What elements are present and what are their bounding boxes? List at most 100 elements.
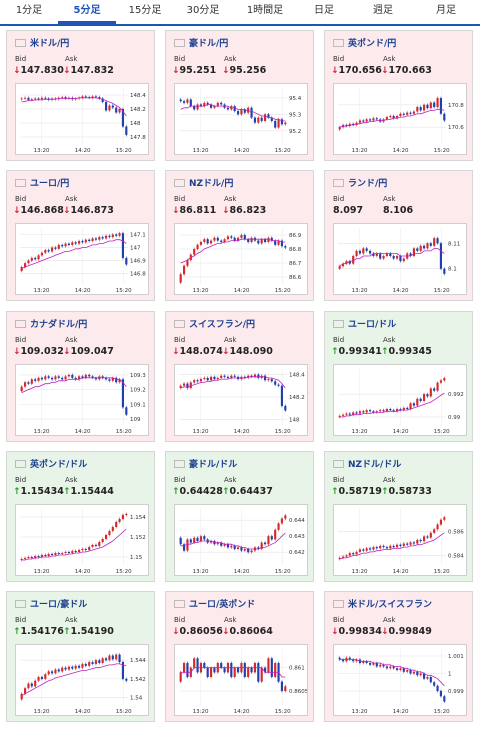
rate-card[interactable]: ランド/円 Bid Ask 8.097 8.106 8.11 8.1 13:20 14:20 15… <box>324 170 473 301</box>
moving-average-line <box>339 532 445 560</box>
rate-card[interactable]: ユーロ/円 Bid Ask ↓146.868 ↓146.873 147.1 147 146.9… <box>6 170 155 301</box>
candle-body <box>368 119 372 121</box>
candle-body <box>270 237 273 241</box>
y-tick-label: 1 <box>448 672 452 678</box>
rate-card[interactable]: NZドル/ドル Bid Ask ↑0.58719 ↑0.58733 0.586 0.584 1… <box>324 451 473 582</box>
currency-pair-name[interactable]: カナダドル/円 <box>30 320 88 330</box>
tab-1hour[interactable]: 1時間足 <box>246 5 284 16</box>
chart-canvas: 1.544 1.542 1.54 13:20 14:20 15:20 <box>20 649 146 715</box>
tab-1min[interactable]: 1分足 <box>15 5 43 16</box>
y-tick-label: 148.2 <box>289 395 305 401</box>
bid-label: Bid <box>333 336 345 344</box>
currency-pair-name[interactable]: ランド/円 <box>348 179 388 189</box>
candle-body <box>196 537 199 541</box>
rate-card[interactable]: スイスフラン/円 Bid Ask ↓148.074 ↓148.090 148.4 148.2… <box>165 311 314 442</box>
currency-pair-name[interactable]: NZドル/ドル <box>348 460 402 470</box>
currency-pair-name[interactable]: ユーロ/円 <box>30 179 70 189</box>
bid-label: Bid <box>174 616 186 624</box>
ask-price: 0.58733 <box>388 486 432 497</box>
candle-body <box>375 411 378 413</box>
rate-card[interactable]: NZドル/円 Bid Ask ↓86.811 ↓86.823 86.9 86.8 86.7 86… <box>165 170 314 301</box>
rate-card[interactable]: カナダドル/円 Bid Ask ↓109.032 ↓109.047 109.3 109.2 1… <box>6 311 155 442</box>
candle-body <box>104 377 108 380</box>
x-tick-label: 13:20 <box>34 288 50 294</box>
y-tick-label: 1.154 <box>130 515 146 521</box>
tab-weekly[interactable]: 週足 <box>373 5 393 16</box>
candle-body <box>101 376 104 378</box>
candle-body <box>243 549 246 551</box>
rate-card[interactable]: 米ドル/円 Bid Ask ↓147.830 ↓147.832 148.4 148.2 148… <box>6 30 155 161</box>
moving-average-line <box>21 97 127 117</box>
candle-body <box>101 98 104 102</box>
currency-pair-name[interactable]: ユーロ/ドル <box>348 320 397 330</box>
candle-body <box>115 107 118 113</box>
candle-body <box>61 244 64 247</box>
currency-pair-name[interactable]: 英ポンド/ドル <box>30 460 88 470</box>
candle-body <box>379 253 382 259</box>
candle-body <box>409 253 412 256</box>
candle-body <box>419 107 422 111</box>
rate-card[interactable]: 豪ドル/円 Bid Ask ↓95.251 ↓95.256 95.4 95.3 95.2 13:… <box>165 30 314 161</box>
currency-pair-name[interactable]: 米ドル/円 <box>30 39 70 49</box>
rate-card[interactable]: 豪ドル/ドル Bid Ask ↑0.64428 ↑0.64437 0.644 0.643 0.… <box>165 451 314 582</box>
candle-body <box>209 541 213 543</box>
rate-card[interactable]: ユーロ/英ポンド Bid Ask ↓0.86056 ↓0.86064 0.861 0.860… <box>165 591 314 722</box>
tab-15min[interactable]: 15分足 <box>128 5 162 16</box>
candle-body <box>379 545 382 549</box>
tab-daily[interactable]: 日足 <box>314 5 334 16</box>
candle-body <box>104 535 108 539</box>
candle-body <box>352 412 355 415</box>
tab-monthly[interactable]: 月足 <box>436 5 456 16</box>
ask-label: Ask <box>224 195 237 203</box>
candle-body <box>257 240 260 244</box>
candle-body <box>284 686 287 691</box>
candle-body <box>270 536 273 540</box>
currency-pair-name[interactable]: 英ポンド/円 <box>348 39 397 49</box>
currency-pair-name[interactable]: 米ドル/スイスフラン <box>348 600 433 610</box>
tab-30min[interactable]: 30分足 <box>186 5 220 16</box>
candle-body <box>352 659 355 662</box>
candle-body <box>111 655 114 660</box>
candle-body <box>348 657 351 660</box>
ask-label: Ask <box>65 55 78 63</box>
candle-body <box>182 383 186 386</box>
candle-body <box>67 666 71 670</box>
ask-label: Ask <box>65 476 78 484</box>
candle-body <box>399 668 402 670</box>
candle-body <box>50 671 54 674</box>
ask-label: Ask <box>224 55 237 63</box>
candle-body <box>50 554 54 555</box>
candle-body <box>267 114 270 118</box>
candle-body <box>395 668 399 670</box>
rate-card[interactable]: ユーロ/豪ドル Bid Ask ↑1.54176 ↑1.54190 1.544 1.542 1… <box>6 591 155 722</box>
candle-body <box>186 260 189 266</box>
candle-body <box>385 547 389 549</box>
candle-body <box>243 235 246 240</box>
chart-canvas: 0.861 0.8605 13:20 14:20 15:20 <box>179 649 307 715</box>
candle-body <box>101 539 104 542</box>
candle-body <box>368 663 372 665</box>
candle-body <box>348 553 351 556</box>
currency-pair-name[interactable]: 豪ドル/ドル <box>189 460 238 470</box>
rate-card[interactable]: ユーロ/ドル Bid Ask ↑0.99341 ↑0.99345 0.992 0.99 13:… <box>324 311 473 442</box>
currency-pair-name[interactable]: 豪ドル/円 <box>189 39 229 49</box>
currency-pair-name[interactable]: ユーロ/豪ドル <box>30 600 88 610</box>
x-tick-label: 13:20 <box>193 569 209 575</box>
currency-pair-name[interactable]: NZドル/円 <box>189 179 234 189</box>
x-tick-label: 14:20 <box>393 709 409 715</box>
candle-body <box>199 379 203 382</box>
candle-body <box>406 407 409 409</box>
x-tick-label: 13:20 <box>193 429 209 435</box>
tab-5min[interactable]: 5分足 <box>58 0 116 24</box>
candle-body <box>121 109 125 127</box>
rate-card[interactable]: 英ポンド/円 Bid Ask ↓170.656 ↓170.663 170.8 170.6 13… <box>324 30 473 161</box>
rate-card[interactable]: 米ドル/スイスフラン Bid Ask ↓0.99834 ↓0.99849 1.001 1 0.… <box>324 591 473 722</box>
candle-body <box>220 102 223 105</box>
currency-pair-name[interactable]: ユーロ/英ポンド <box>189 600 256 610</box>
candle-body <box>121 233 125 258</box>
moving-average-line <box>180 104 286 122</box>
currency-pair-name[interactable]: スイスフラン/円 <box>189 320 256 330</box>
rate-card[interactable]: 英ポンド/ドル Bid Ask ↑1.15434 ↑1.15444 1.154 1.152 1… <box>6 451 155 582</box>
y-tick-label: 0.643 <box>289 534 305 540</box>
candle-body <box>108 531 111 535</box>
